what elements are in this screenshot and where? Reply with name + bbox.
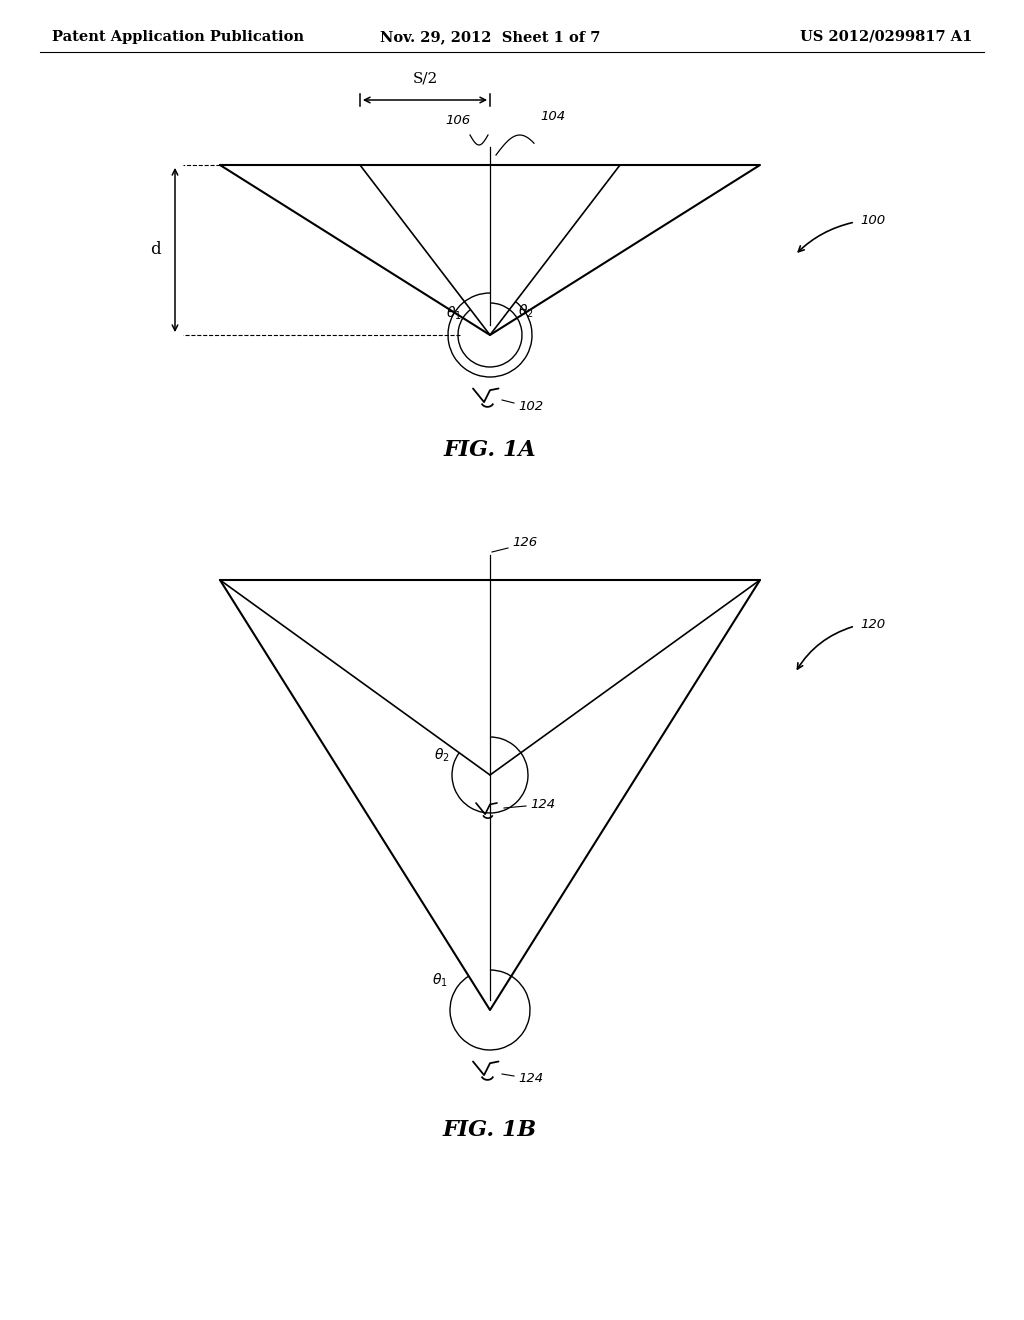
Text: 102: 102 <box>518 400 543 413</box>
Text: 106: 106 <box>444 114 470 127</box>
Text: 100: 100 <box>860 214 885 227</box>
Text: US 2012/0299817 A1: US 2012/0299817 A1 <box>800 30 972 44</box>
Text: $\theta_1$: $\theta_1$ <box>446 305 462 322</box>
Text: $\theta_1$: $\theta_1$ <box>432 972 447 989</box>
Text: d: d <box>151 242 161 259</box>
Text: $\theta_2$: $\theta_2$ <box>518 302 534 319</box>
Text: 104: 104 <box>540 110 565 123</box>
Text: 124: 124 <box>530 799 555 812</box>
Text: 126: 126 <box>512 536 538 549</box>
Text: 120: 120 <box>860 618 885 631</box>
Text: $\theta_2$: $\theta_2$ <box>434 746 450 764</box>
Text: 124: 124 <box>518 1072 543 1085</box>
Text: Patent Application Publication: Patent Application Publication <box>52 30 304 44</box>
Text: FIG. 1B: FIG. 1B <box>443 1119 537 1140</box>
Text: S/2: S/2 <box>413 73 437 86</box>
Text: FIG. 1A: FIG. 1A <box>443 440 537 461</box>
Text: Nov. 29, 2012  Sheet 1 of 7: Nov. 29, 2012 Sheet 1 of 7 <box>380 30 600 44</box>
